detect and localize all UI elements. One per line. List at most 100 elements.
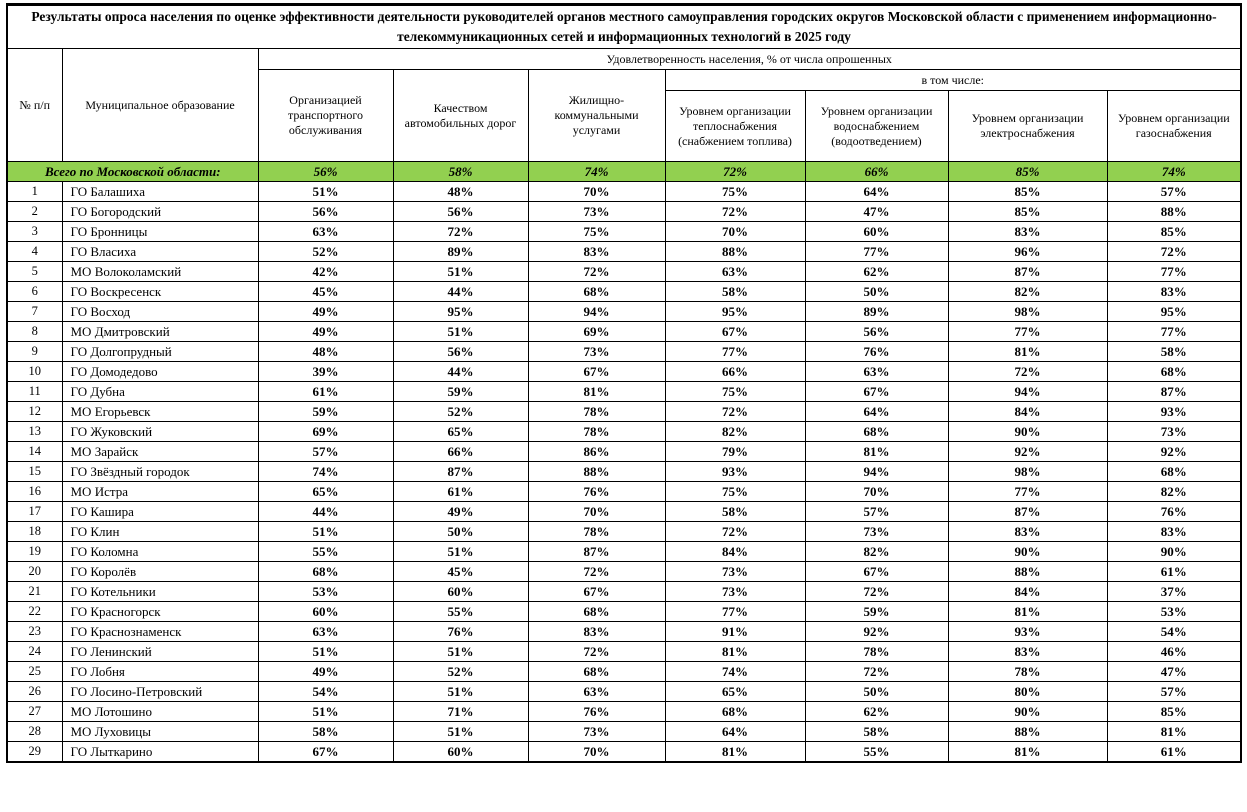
col-header-housing: Жилищно-коммунальными услугами [527, 69, 666, 162]
row-value: 60% [392, 741, 529, 763]
row-value: 91% [664, 621, 806, 642]
row-value: 69% [527, 321, 666, 342]
row-num: 9 [6, 341, 63, 362]
row-value: 87% [527, 541, 666, 562]
row-value: 45% [257, 281, 394, 302]
row-value: 57% [804, 501, 949, 522]
row-value: 46% [1106, 641, 1242, 662]
row-value: 76% [1106, 501, 1242, 522]
row-value: 48% [257, 341, 394, 362]
header-row-columns: Уровнем организации теплоснабжения (снаб… [7, 90, 1242, 162]
table-row: 6 ГО Воскресенск 45% 44% 68% 58% 50% 82%… [6, 281, 1242, 302]
row-value: 78% [527, 421, 666, 442]
title-row: Результаты опроса населения по оценке эф… [6, 4, 1242, 49]
table-row: 26 ГО Лосино-Петровский 54% 51% 63% 65% … [6, 681, 1242, 702]
row-value: 79% [664, 441, 806, 462]
row-value: 64% [664, 721, 806, 742]
row-value: 96% [947, 241, 1108, 262]
row-value: 86% [527, 441, 666, 462]
table-row: 18 ГО Клин 51% 50% 78% 72% 73% 83% 83% [6, 521, 1242, 542]
row-value: 51% [392, 721, 529, 742]
row-value: 72% [804, 581, 949, 602]
row-value: 51% [392, 541, 529, 562]
table-row: 10 ГО Домодедово 39% 44% 67% 66% 63% 72%… [6, 361, 1242, 382]
row-value: 68% [527, 601, 666, 622]
row-value: 51% [392, 641, 529, 662]
row-value: 73% [664, 561, 806, 582]
row-num: 13 [6, 421, 63, 442]
row-municipality: ГО Лосино-Петровский [61, 681, 259, 702]
row-value: 82% [804, 541, 949, 562]
row-value: 92% [947, 441, 1108, 462]
row-value: 68% [664, 701, 806, 722]
row-value: 58% [664, 501, 806, 522]
row-value: 65% [392, 421, 529, 442]
total-value-gas: 74% [1106, 161, 1242, 182]
row-num: 12 [6, 401, 63, 422]
row-value: 55% [392, 601, 529, 622]
row-value: 78% [947, 661, 1108, 682]
row-value: 84% [947, 401, 1108, 422]
col-header-heating: Уровнем организации теплоснабжения (снаб… [664, 90, 806, 162]
row-value: 65% [664, 681, 806, 702]
row-value: 82% [664, 421, 806, 442]
row-value: 58% [1106, 341, 1242, 362]
table-title: Результаты опроса населения по оценке эф… [6, 4, 1242, 49]
row-num: 25 [6, 661, 63, 682]
table-row: 15 ГО Звёздный городок 74% 87% 88% 93% 9… [6, 461, 1242, 482]
row-value: 94% [804, 461, 949, 482]
row-value: 81% [527, 381, 666, 402]
row-value: 90% [1106, 541, 1242, 562]
row-value: 67% [257, 741, 394, 763]
row-value: 51% [257, 701, 394, 722]
row-value: 51% [392, 681, 529, 702]
row-value: 94% [527, 301, 666, 322]
row-value: 52% [257, 241, 394, 262]
table-row: 1 ГО Балашиха 51% 48% 70% 75% 64% 85% 57… [6, 181, 1242, 202]
row-municipality: ГО Воскресенск [61, 281, 259, 302]
col-header-water: Уровнем организации водоснабжением (водо… [804, 90, 949, 162]
row-value: 52% [392, 661, 529, 682]
row-num: 15 [6, 461, 63, 482]
row-municipality: ГО Восход [61, 301, 259, 322]
row-value: 88% [1106, 201, 1242, 222]
row-value: 72% [664, 401, 806, 422]
row-value: 69% [257, 421, 394, 442]
row-value: 37% [1106, 581, 1242, 602]
table-row: 7 ГО Восход 49% 95% 94% 95% 89% 98% 95% [6, 301, 1242, 322]
row-num: 20 [6, 561, 63, 582]
row-municipality: МО Истра [61, 481, 259, 502]
table-row: 5 МО Волоколамский 42% 51% 72% 63% 62% 8… [6, 261, 1242, 282]
row-value: 70% [527, 181, 666, 202]
row-value: 56% [804, 321, 949, 342]
row-value: 68% [257, 561, 394, 582]
table-row: 24 ГО Ленинский 51% 51% 72% 81% 78% 83% … [6, 641, 1242, 662]
row-value: 81% [1106, 721, 1242, 742]
row-value: 42% [257, 261, 394, 282]
row-value: 63% [257, 621, 394, 642]
row-value: 47% [1106, 661, 1242, 682]
row-value: 61% [392, 481, 529, 502]
row-value: 67% [804, 561, 949, 582]
row-municipality: ГО Ленинский [61, 641, 259, 662]
row-value: 73% [527, 341, 666, 362]
row-value: 53% [257, 581, 394, 602]
row-municipality: ГО Котельники [61, 581, 259, 602]
table-row: 2 ГО Богородский 56% 56% 73% 72% 47% 85%… [6, 201, 1242, 222]
row-value: 49% [257, 661, 394, 682]
row-value: 73% [527, 201, 666, 222]
row-value: 72% [804, 661, 949, 682]
table-row: 3 ГО Бронницы 63% 72% 75% 70% 60% 83% 85… [6, 221, 1242, 242]
table-row: 27 МО Лотошино 51% 71% 76% 68% 62% 90% 8… [6, 701, 1242, 722]
table-row: 19 ГО Коломна 55% 51% 87% 84% 82% 90% 90… [6, 541, 1242, 562]
row-value: 44% [392, 281, 529, 302]
row-value: 95% [1106, 301, 1242, 322]
row-value: 81% [804, 441, 949, 462]
row-value: 85% [947, 201, 1108, 222]
row-municipality: МО Дмитровский [61, 321, 259, 342]
row-num: 17 [6, 501, 63, 522]
row-value: 67% [664, 321, 806, 342]
row-value: 49% [257, 321, 394, 342]
row-num: 4 [6, 241, 63, 262]
row-value: 82% [947, 281, 1108, 302]
